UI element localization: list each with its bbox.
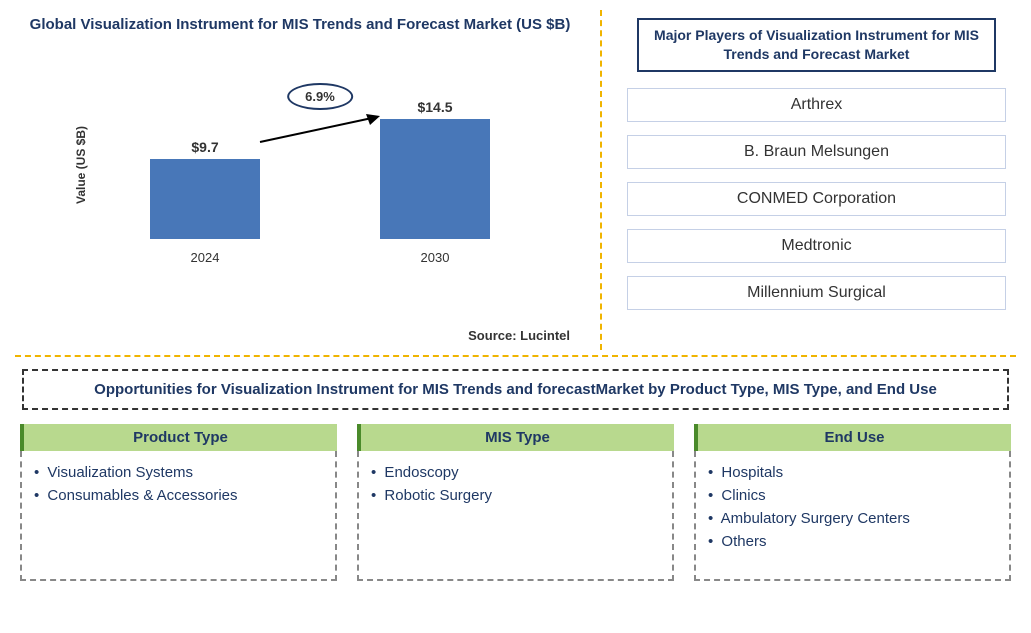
player-row-2: CONMED Corporation	[627, 182, 1006, 216]
bullet-icon: •	[708, 464, 713, 481]
category-item-label: Visualization Systems	[43, 464, 193, 481]
category-item-1-1: • Robotic Surgery	[371, 484, 660, 507]
bar-group-0: $9.7	[145, 139, 265, 239]
category-item-2-0: • Hospitals	[708, 461, 997, 484]
category-header-2: End Use	[694, 424, 1011, 451]
category-body-1: • Endoscopy• Robotic Surgery	[357, 451, 674, 581]
player-row-0: Arthrex	[627, 88, 1006, 122]
bullet-icon: •	[371, 464, 376, 481]
category-header-0: Product Type	[20, 424, 337, 451]
bullet-icon: •	[34, 464, 39, 481]
opportunities-title-box: Opportunities for Visualization Instrume…	[22, 369, 1009, 410]
bullet-icon: •	[708, 487, 713, 504]
category-item-0-1: • Consumables & Accessories	[34, 484, 323, 507]
bar-0	[150, 159, 260, 239]
player-row-1: B. Braun Melsungen	[627, 135, 1006, 169]
players-title: Major Players of Visualization Instrumen…	[647, 26, 986, 64]
bullet-icon: •	[371, 487, 376, 504]
players-title-box: Major Players of Visualization Instrumen…	[637, 18, 996, 72]
bullet-icon: •	[708, 510, 713, 527]
infographic-container: Global Visualization Instrument for MIS …	[0, 0, 1031, 633]
category-item-label: Robotic Surgery	[380, 487, 492, 504]
category-item-1-0: • Endoscopy	[371, 461, 660, 484]
players-panel: Major Players of Visualization Instrumen…	[602, 0, 1031, 355]
category-header-1: MIS Type	[357, 424, 674, 451]
bar-1	[380, 119, 490, 239]
bar-value-0: $9.7	[191, 139, 218, 155]
category-item-label: Endoscopy	[380, 464, 458, 481]
chart-area: Value (US $B) 6.9% $9.7 $14.5	[90, 65, 550, 265]
source-prefix: Source:	[468, 328, 520, 343]
x-axis-labels: 2024 2030	[90, 250, 550, 265]
chart-source: Source: Lucintel	[468, 328, 570, 343]
category-body-2: • Hospitals• Clinics• Ambulatory Surgery…	[694, 451, 1011, 581]
category-item-2-2: • Ambulatory Surgery Centers	[708, 507, 997, 530]
chart-title: Global Visualization Instrument for MIS …	[20, 15, 580, 35]
category-column-2: End Use• Hospitals• Clinics• Ambulatory …	[694, 424, 1011, 581]
opportunities-section: Opportunities for Visualization Instrume…	[0, 357, 1031, 591]
category-body-0: • Visualization Systems• Consumables & A…	[20, 451, 337, 581]
players-list: Arthrex B. Braun Melsungen CONMED Corporat…	[627, 88, 1006, 310]
opportunities-title: Opportunities for Visualization Instrume…	[32, 381, 999, 398]
bar-group-1: $14.5	[375, 99, 495, 239]
category-item-label: Others	[717, 533, 766, 550]
player-row-4: Millennium Surgical	[627, 276, 1006, 310]
bullet-icon: •	[34, 487, 39, 504]
category-item-label: Clinics	[717, 487, 765, 504]
bullet-icon: •	[708, 533, 713, 550]
bar-value-1: $14.5	[417, 99, 452, 115]
category-item-label: Consumables & Accessories	[43, 487, 237, 504]
y-axis-label: Value (US $B)	[74, 126, 88, 204]
category-item-0-0: • Visualization Systems	[34, 461, 323, 484]
player-row-3: Medtronic	[627, 229, 1006, 263]
x-label-1: 2030	[375, 250, 495, 265]
top-row: Global Visualization Instrument for MIS …	[0, 0, 1031, 355]
growth-arrow-icon	[250, 110, 390, 150]
category-column-1: MIS Type• Endoscopy• Robotic Surgery	[357, 424, 674, 581]
category-item-label: Hospitals	[717, 464, 783, 481]
categories-row: Product Type• Visualization Systems• Con…	[20, 424, 1011, 581]
source-name: Lucintel	[520, 328, 570, 343]
category-column-0: Product Type• Visualization Systems• Con…	[20, 424, 337, 581]
category-item-label: Ambulatory Surgery Centers	[717, 510, 910, 527]
chart-panel: Global Visualization Instrument for MIS …	[0, 0, 600, 355]
category-item-2-1: • Clinics	[708, 484, 997, 507]
category-item-2-3: • Others	[708, 530, 997, 553]
x-label-0: 2024	[145, 250, 265, 265]
